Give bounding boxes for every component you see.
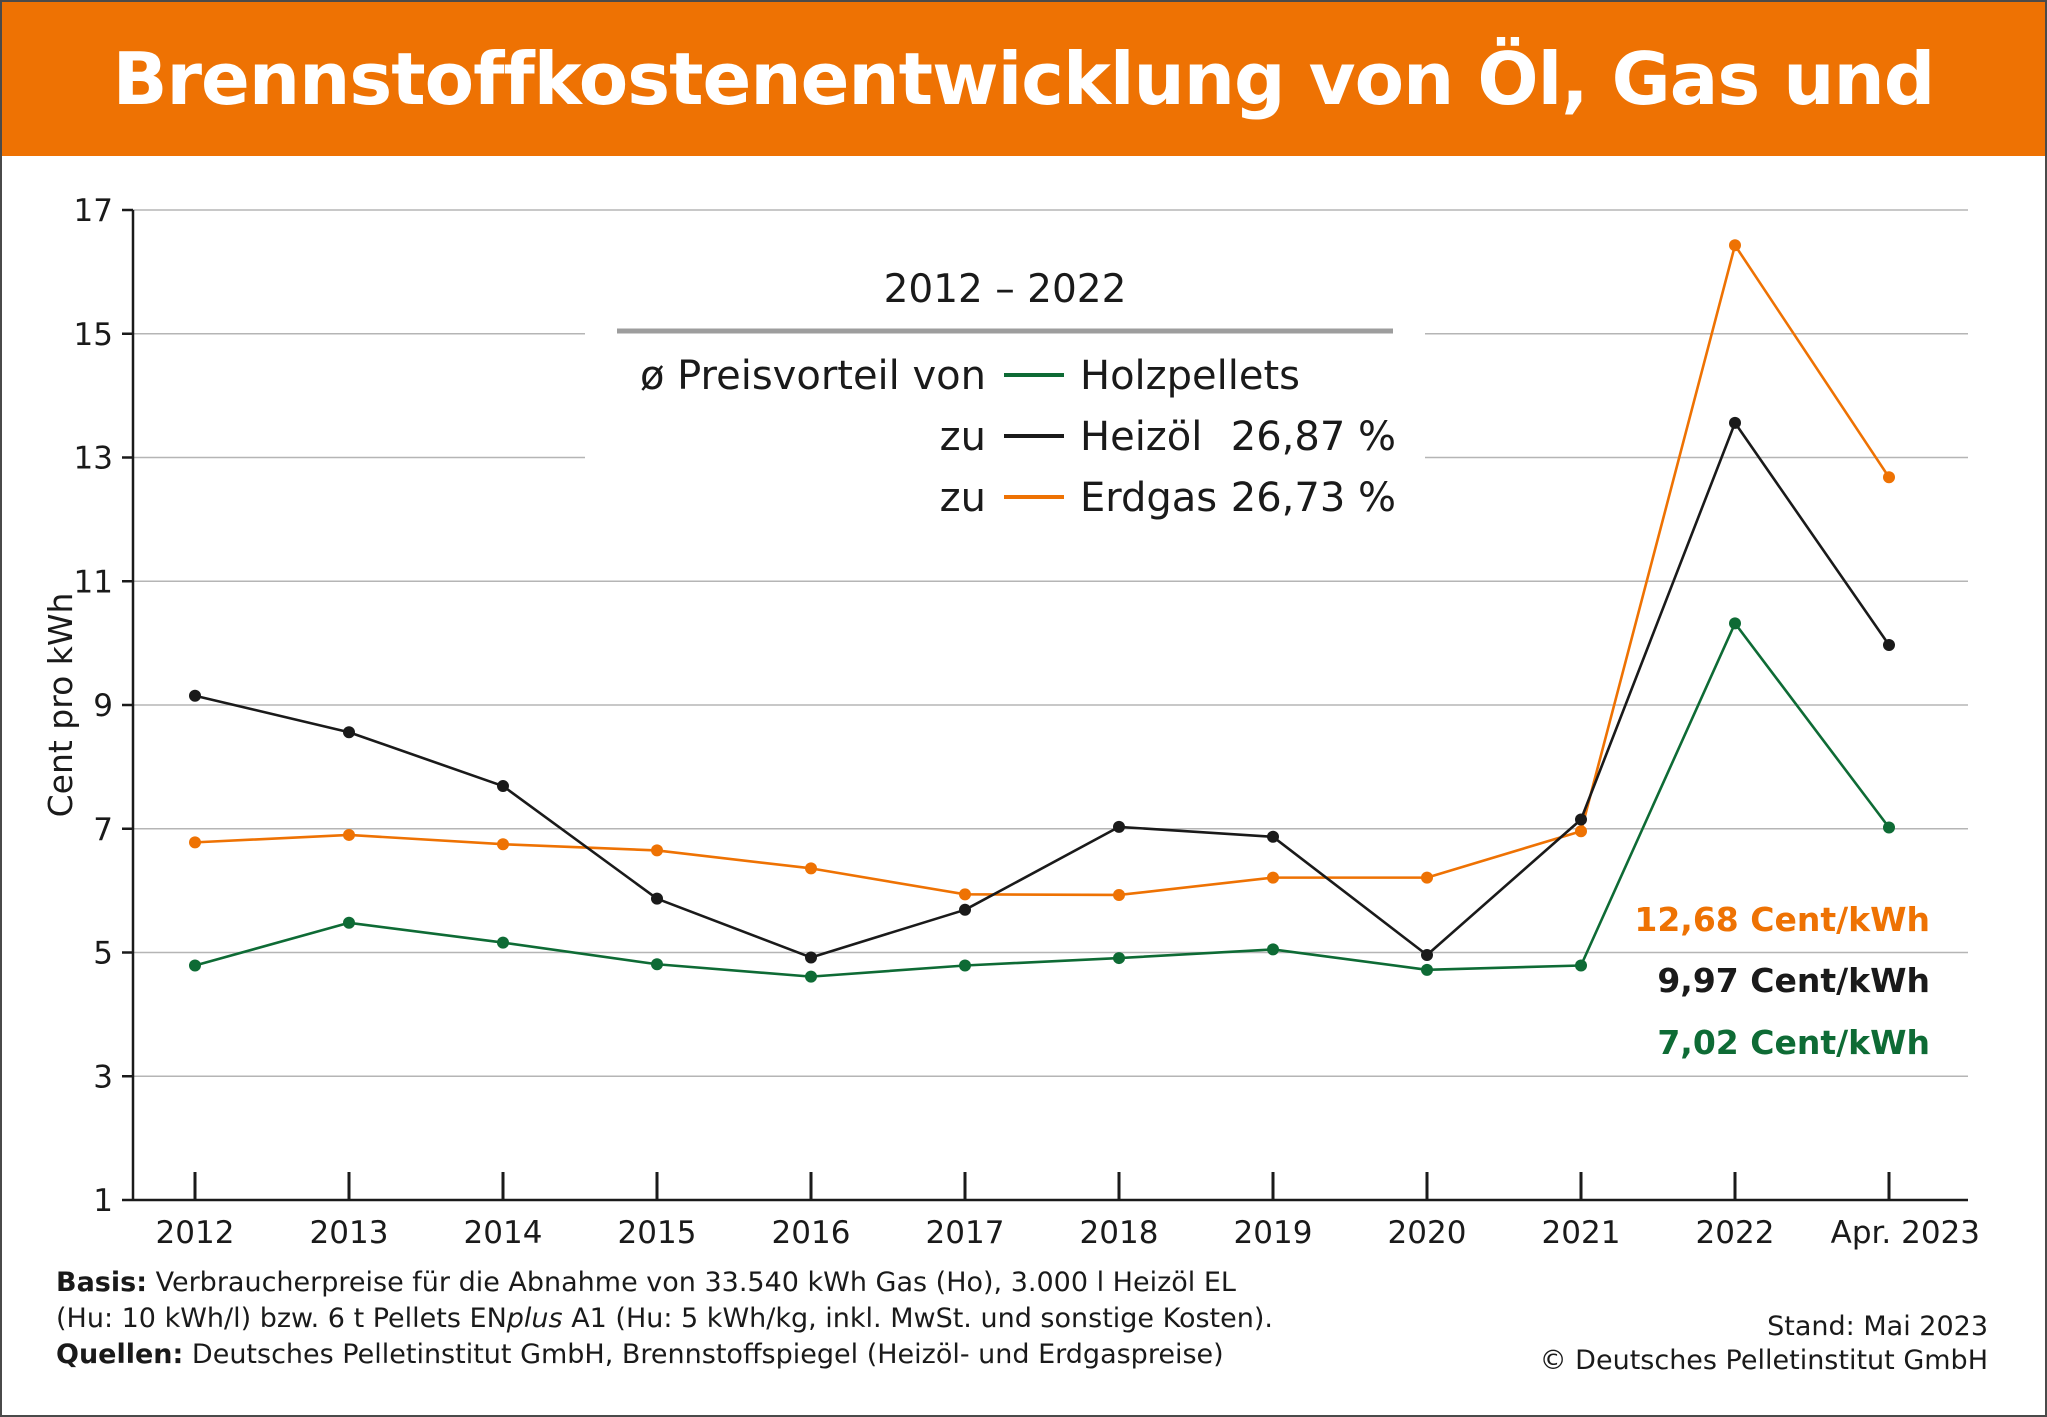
y-tick-label: 11 [74,564,113,600]
data-point-erdgas [1729,239,1741,252]
x-tick-label: 2016 [772,1215,851,1251]
legend-label-erdgas: Erdgas [1080,475,1217,521]
data-point-erdgas [189,836,201,849]
data-point-holzpellets [1575,959,1587,972]
x-tick-label: 2017 [926,1215,1005,1251]
end-value-label: 7,02 Cent/kWh [1657,1023,1930,1062]
basis-text-line1: Verbraucherpreise für die Abnahme von 33… [155,1267,1236,1298]
y-tick-label: 5 [93,936,113,972]
data-point-erdgas [1883,471,1895,484]
y-tick-label: 7 [93,812,113,848]
x-tick-label: 2015 [618,1215,697,1251]
title-banner: Brennstoffkostenentwicklung von Öl, Gas … [2,2,2045,275]
end-value-label: 9,97 Cent/kWh [1657,961,1930,1000]
legend-period: 2012 – 2022 [884,267,1127,312]
y-tick-label: 3 [93,1059,113,1095]
sources-label: Quellen: [56,1339,184,1370]
y-tick-label: 9 [93,688,113,724]
x-tick-label: 2012 [156,1215,235,1251]
data-point-erdgas [1421,871,1433,884]
stand-date: Stand: Mai 2023 [1767,1311,1988,1342]
data-point-heizöl [343,726,355,739]
data-point-heizöl [1267,830,1279,843]
data-point-heizöl [805,951,817,964]
data-point-erdgas [805,862,817,875]
legend-value-erdgas: 26,73 % [1231,475,1396,521]
legend-label-heizöl: Heizöl [1080,414,1202,460]
basis-text-line2c: A1 (Hu: 5 kWh/kg, inkl. MwSt. und sonsti… [562,1303,1273,1334]
x-tick-label: 2014 [464,1215,543,1251]
basis-text-line2a: (Hu: 10 kWh/l) bzw. 6 t Pellets EN [56,1303,507,1334]
data-point-holzpellets [959,959,971,972]
data-point-erdgas [1575,825,1587,838]
footer-basis: Basis: Verbraucherpreise für die Abnahme… [56,1265,1273,1373]
data-point-holzpellets [651,958,663,971]
data-point-erdgas [651,844,663,857]
data-point-holzpellets [497,936,509,949]
data-point-holzpellets [189,959,201,972]
data-point-holzpellets [1883,821,1895,834]
data-point-heizöl [959,903,971,916]
x-tick-label: 2018 [1080,1215,1159,1251]
data-point-heizöl [1729,416,1741,429]
data-point-holzpellets [805,970,817,983]
data-point-erdgas [1267,871,1279,884]
series-line-holzpellets [194,622,1891,978]
data-point-heizöl [1113,820,1125,833]
data-point-heizöl [1883,638,1895,651]
x-tick-label: 2013 [310,1215,389,1251]
y-tick-label: 13 [74,441,113,477]
data-point-erdgas [959,888,971,901]
legend-prefix: zu [940,475,986,521]
y-tick-label: 17 [74,193,113,229]
data-point-heizöl [497,780,509,793]
data-point-heizöl [189,689,201,702]
data-point-holzpellets [1267,943,1279,956]
data-point-holzpellets [1113,952,1125,965]
legend-prefix: zu [940,414,986,460]
sources-text: Deutsches Pelletinstitut GmbH, Brennstof… [191,1339,1224,1370]
x-tick-label: 2021 [1542,1215,1621,1251]
y-tick-label: 15 [74,317,113,353]
data-point-holzpellets [1729,617,1741,630]
data-point-heizöl [1575,813,1587,826]
series-line-erdgas [194,243,1891,897]
legend-background [585,262,1425,512]
data-point-heizöl [1421,948,1433,961]
data-point-erdgas [1113,888,1125,901]
x-tick-label: 2019 [1234,1215,1313,1251]
data-point-holzpellets [1421,963,1433,976]
legend-label-holzpellets: Holzpellets [1080,353,1300,399]
basis-label: Basis: [56,1267,147,1298]
data-point-erdgas [497,838,509,851]
legend-value-heizöl: 26,87 % [1231,414,1396,460]
x-tick-label: 2022 [1696,1215,1775,1251]
basis-text-line2b: plus [506,1303,563,1334]
series-line-heizöl [194,421,1891,959]
legend-intro: ø Preisvorteil von [640,353,986,399]
end-value-label: 12,68 Cent/kWh [1634,900,1930,939]
y-axis-label: Cent pro kWh [41,593,80,818]
x-tick-label: Apr. 2023 [1831,1215,1980,1251]
data-point-erdgas [343,828,355,841]
x-tick-label: 2020 [1388,1215,1467,1251]
data-point-heizöl [651,892,663,905]
chart-title: Brennstoffkostenentwicklung von Öl, Gas … [112,37,1936,275]
data-point-holzpellets [343,916,355,929]
copyright: © Deutsches Pelletinstitut GmbH [1539,1345,1988,1376]
y-tick-label: 1 [93,1183,113,1219]
